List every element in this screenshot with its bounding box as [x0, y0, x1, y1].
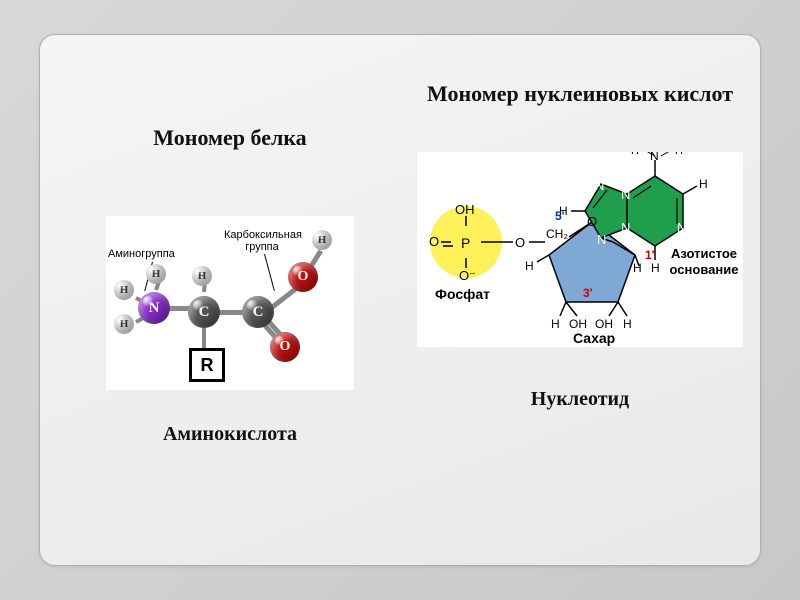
h: H — [623, 317, 632, 331]
r-group-box: R — [189, 348, 225, 382]
atom-o-bot: O — [270, 332, 300, 362]
atom-c1: C — [188, 296, 220, 328]
amino-acid-diagram: Аминогруппа Карбоксильная группа N C C O… — [106, 216, 354, 390]
h: H — [651, 261, 660, 275]
atom-h: H — [146, 264, 166, 284]
nucleotide-diagram: P OH O⁻ O O CH₂ O H OH OH H — [417, 152, 743, 347]
amino-acid-caption: Аминокислота — [80, 423, 380, 446]
carboxyl-group-label: Карбоксильная группа — [224, 229, 300, 253]
n: N — [621, 220, 630, 235]
atom-letter: O — [280, 339, 291, 355]
o: O — [515, 235, 525, 250]
o: O — [587, 214, 597, 229]
atom-n: N — [138, 292, 170, 324]
atom-letter: H — [198, 270, 207, 282]
atom-letter: C — [199, 304, 210, 321]
r-label: R — [201, 355, 214, 376]
o: O — [429, 234, 439, 249]
o-minus: O⁻ — [459, 268, 476, 283]
atom-h: H — [114, 314, 134, 334]
h: H — [551, 317, 560, 331]
h: H — [699, 177, 708, 191]
slide-card: Мономер белка Аминогруппа Карбоксильная … — [39, 34, 761, 566]
annot-line-carboxyl — [264, 254, 275, 291]
five-prime-label: 5' — [555, 209, 565, 223]
atom-letter: C — [253, 304, 264, 321]
n: N — [621, 187, 630, 202]
oh: OH — [569, 317, 587, 331]
n: N — [677, 220, 686, 235]
h: H — [631, 152, 639, 157]
h: H — [675, 152, 683, 157]
ch2: CH₂ — [546, 227, 568, 241]
base-hexagon — [627, 176, 683, 246]
atom-letter: H — [120, 284, 129, 296]
one-prime-label: 1' — [645, 248, 655, 262]
atom-o-top: O — [288, 262, 318, 292]
amino-group-label: Аминогруппа — [108, 248, 175, 260]
h: H — [525, 259, 534, 273]
atom-letter: H — [318, 234, 327, 246]
oh: OH — [595, 317, 613, 331]
right-column: Мономер нуклеиновых кислот P OH O⁻ O — [410, 75, 750, 411]
oh: OH — [455, 202, 475, 217]
atom-letter: N — [149, 300, 160, 317]
p-atom: P — [461, 235, 470, 251]
phosphate-label: Фосфат — [435, 286, 490, 302]
nucleotide-caption: Нуклеотид — [410, 388, 750, 411]
protein-monomer-title: Мономер белка — [80, 119, 380, 156]
atom-h: H — [192, 266, 212, 286]
base-label: Азотистое основание — [665, 246, 743, 277]
atom-letter: H — [120, 318, 129, 330]
n: N — [597, 232, 606, 247]
atom-letter: H — [152, 268, 161, 280]
n: N — [595, 178, 604, 193]
left-column: Мономер белка Аминогруппа Карбоксильная … — [80, 95, 380, 446]
nucleic-monomer-title: Мономер нуклеиновых кислот — [410, 75, 750, 112]
atom-h: H — [114, 280, 134, 300]
atom-letter: O — [298, 269, 309, 285]
three-prime-label: 3' — [583, 286, 593, 300]
atom-h: H — [312, 230, 332, 250]
sugar-label: Сахар — [573, 330, 615, 346]
